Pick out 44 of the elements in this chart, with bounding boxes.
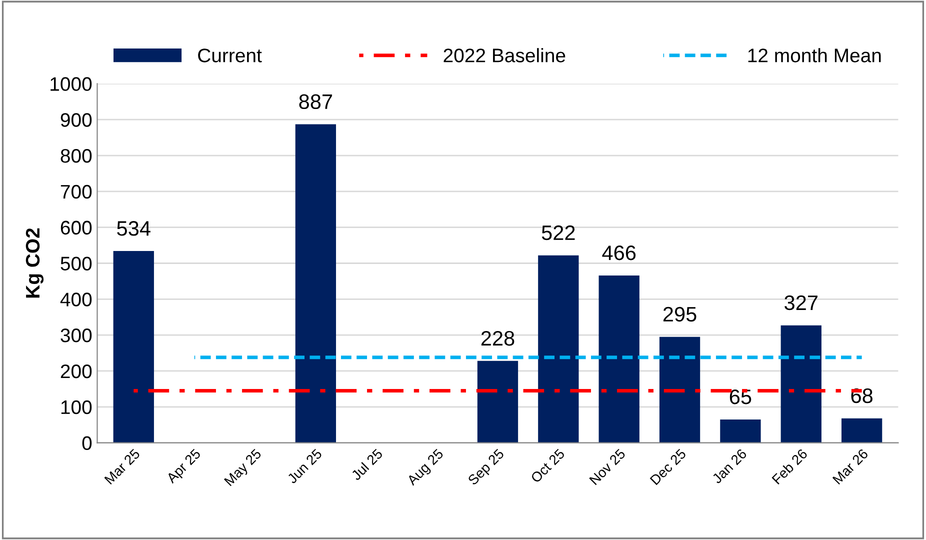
data-label: 327 (784, 295, 818, 310)
x-tick-label: Dec 25 (650, 448, 687, 486)
y-tick-label: 1000 (50, 77, 92, 91)
y-tick-label: 0 (82, 436, 92, 450)
legend-label: Current (198, 48, 262, 62)
x-tick-label: Sep 25 (467, 448, 506, 488)
data-label: 228 (481, 330, 514, 346)
data-label: 887 (299, 94, 332, 110)
bar (295, 124, 336, 443)
bar (659, 336, 700, 443)
bar (780, 325, 822, 443)
x-tick-label: Jan 26 (711, 448, 748, 484)
y-tick-label: 700 (60, 184, 92, 199)
y-tick-label: 800 (60, 148, 92, 163)
y-tick-label: 900 (60, 113, 92, 127)
data-label: 522 (542, 225, 575, 240)
data-label: 295 (663, 306, 696, 322)
bar (720, 419, 761, 443)
x-tick-label: Jul 25 (350, 448, 384, 481)
x-tick-label: May 25 (224, 448, 264, 488)
x-tick-label: Feb 26 (771, 448, 808, 485)
legend-label: 12 month Mean (748, 48, 881, 62)
bar (538, 255, 579, 443)
x-tick-label: Aug 25 (406, 448, 446, 488)
x-tick-label: Mar 26 (832, 448, 869, 485)
y-tick-label: 200 (60, 364, 92, 378)
x-tick-label: Jun 25 (286, 448, 322, 484)
legend-label: 2022 Baseline (444, 48, 566, 62)
x-tick-label: Nov 25 (589, 448, 626, 486)
x-tick-label: Mar 25 (104, 448, 140, 485)
y-tick-label: 300 (60, 328, 92, 342)
bar (841, 418, 882, 443)
y-tick-label: 100 (61, 400, 92, 414)
bar (477, 360, 518, 443)
bar (598, 275, 640, 443)
bar (113, 251, 154, 443)
data-label: 466 (602, 245, 636, 260)
y-tick-label: 500 (60, 256, 92, 270)
x-tick-label: Oct 25 (530, 448, 566, 484)
y-axis-title: Kg CO2 (26, 228, 44, 298)
y-tick-label: 400 (60, 292, 92, 306)
y-tick-label: 600 (60, 220, 92, 235)
data-label: 534 (117, 221, 150, 236)
x-tick-label: Apr 25 (166, 448, 204, 486)
